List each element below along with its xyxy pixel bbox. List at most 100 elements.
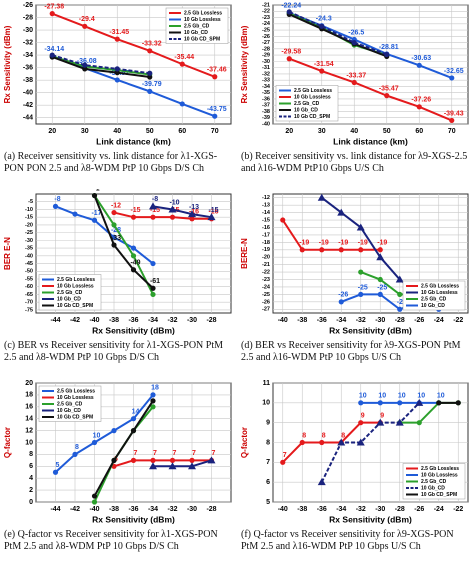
data-point — [147, 74, 153, 80]
y-tick-label: -40 — [262, 121, 270, 127]
y-tick-label: 6 — [266, 479, 270, 486]
data-point — [449, 75, 455, 81]
y-tick-label: -36 — [23, 64, 33, 71]
data-point — [338, 247, 344, 253]
series-line — [55, 205, 154, 265]
legend-label: 2.5 Gb_CD — [421, 479, 447, 485]
data-label: -39.79 — [142, 81, 162, 88]
data-point — [147, 48, 153, 54]
legend-label: 2.5 Gb_CD — [57, 401, 83, 407]
data-point — [149, 202, 157, 210]
data-point — [147, 88, 153, 94]
data-label: 7 — [153, 450, 157, 457]
chart: -12-13-14-15-16-17-18-19-20-21-22-23-24-… — [240, 193, 469, 335]
data-label: -27.38 — [44, 3, 64, 10]
data-point — [72, 451, 78, 457]
x-axis-label: Link distance (km) — [333, 136, 408, 146]
data-point — [114, 66, 120, 72]
y-axis-label: Rx Sensitivity (dBm) — [3, 25, 12, 103]
y-tick-label: -15 — [25, 215, 33, 221]
y-tick-label: -45 — [25, 261, 33, 267]
data-label: -19 — [319, 240, 329, 247]
chart-panel: (b) Receiver sensitivity vs. link distan… — [237, 0, 474, 189]
data-point — [150, 291, 156, 298]
data-point — [91, 499, 98, 505]
y-tick-label: -12 — [262, 195, 270, 201]
data-point — [397, 400, 403, 406]
y-tick-label: 12 — [25, 427, 33, 434]
data-label: -31.54 — [314, 61, 334, 68]
data-label: 7 — [173, 450, 177, 457]
data-point — [212, 74, 218, 80]
data-point — [111, 234, 117, 240]
y-tick-label: -27 — [262, 307, 270, 313]
data-point — [130, 253, 137, 259]
data-point — [376, 418, 385, 426]
data-label: -29.58 — [281, 49, 301, 56]
data-point — [377, 400, 383, 406]
legend-label: 10 Gb_CD — [421, 303, 445, 309]
data-point — [436, 400, 442, 406]
data-point — [358, 269, 364, 275]
data-point — [179, 101, 185, 107]
y-tick-label: 2 — [29, 487, 33, 494]
data-label: -25 — [358, 284, 368, 291]
data-point — [52, 203, 59, 209]
data-label: -26 — [338, 292, 348, 299]
legend-label: 10 Gb Lossless — [57, 395, 94, 401]
data-label: -43.75 — [207, 106, 227, 113]
legend-label: 2.5 Gb_CD — [294, 101, 320, 107]
data-label: -36.08 — [77, 58, 97, 65]
series-line — [288, 11, 453, 79]
data-label: 10 — [437, 393, 445, 400]
data-label: -34.14 — [44, 46, 64, 53]
data-label: 5 — [56, 462, 60, 469]
y-tick-label: -37 — [262, 103, 270, 109]
x-tick-label: -28 — [206, 317, 216, 324]
x-tick-label: -34 — [148, 506, 158, 513]
x-tick-label: 40 — [350, 128, 358, 135]
x-tick-label: -22 — [453, 506, 463, 513]
caption: (e) Q-factor vs Receiver sensitivity for… — [4, 529, 218, 552]
y-tick-label: -26 — [262, 299, 270, 305]
data-point — [114, 36, 120, 42]
data-point — [150, 260, 156, 267]
data-label: -39.43 — [444, 110, 464, 117]
y-tick-label: -23 — [262, 277, 270, 283]
x-tick-label: -30 — [187, 506, 197, 513]
legend-label: 10 Gb Lossless — [421, 472, 458, 478]
y-tick-label: -60 — [25, 284, 33, 290]
series-line — [93, 195, 154, 289]
data-label: -24.3 — [316, 16, 332, 23]
data-label: 10 — [398, 393, 406, 400]
series-line — [93, 194, 154, 295]
legend-label: 2.5 Gb Lossless — [421, 466, 459, 472]
data-point — [49, 11, 55, 17]
x-tick-label: -28 — [206, 506, 216, 513]
data-label: -37.46 — [207, 67, 227, 74]
x-tick-label: 40 — [113, 128, 121, 135]
x-tick-label: -26 — [414, 317, 424, 324]
x-axis-label: Rx Sensitivity (dBm) — [92, 325, 175, 335]
data-point — [319, 68, 325, 74]
y-tick-label: -30 — [23, 27, 33, 34]
x-tick-label: -42 — [70, 317, 80, 324]
data-point — [114, 77, 120, 83]
data-point — [82, 62, 88, 68]
legend-label: 10 Gb Lossless — [57, 283, 94, 289]
x-tick-label: 50 — [383, 128, 391, 135]
x-tick-label: -32 — [167, 506, 177, 513]
y-tick-label: 4 — [29, 475, 33, 482]
data-point — [351, 39, 357, 46]
chart: -26 -28 -30 -32 -34 -36 -38 -40 -42 -44 20 30 40 50 60… — [3, 2, 232, 146]
series-line — [93, 400, 154, 497]
y-tick-label: -17 — [262, 232, 270, 238]
data-label: 7 — [283, 452, 287, 459]
y-tick-label: -35 — [25, 246, 33, 252]
y-tick-label: -23 — [262, 15, 270, 21]
series-line — [153, 459, 212, 468]
y-axis-label: Q-factor — [3, 427, 12, 458]
data-point — [377, 291, 383, 298]
data-label: 8 — [302, 432, 306, 439]
caption: (d) BER vs Receiver sensitivity for λ9-X… — [241, 340, 461, 363]
